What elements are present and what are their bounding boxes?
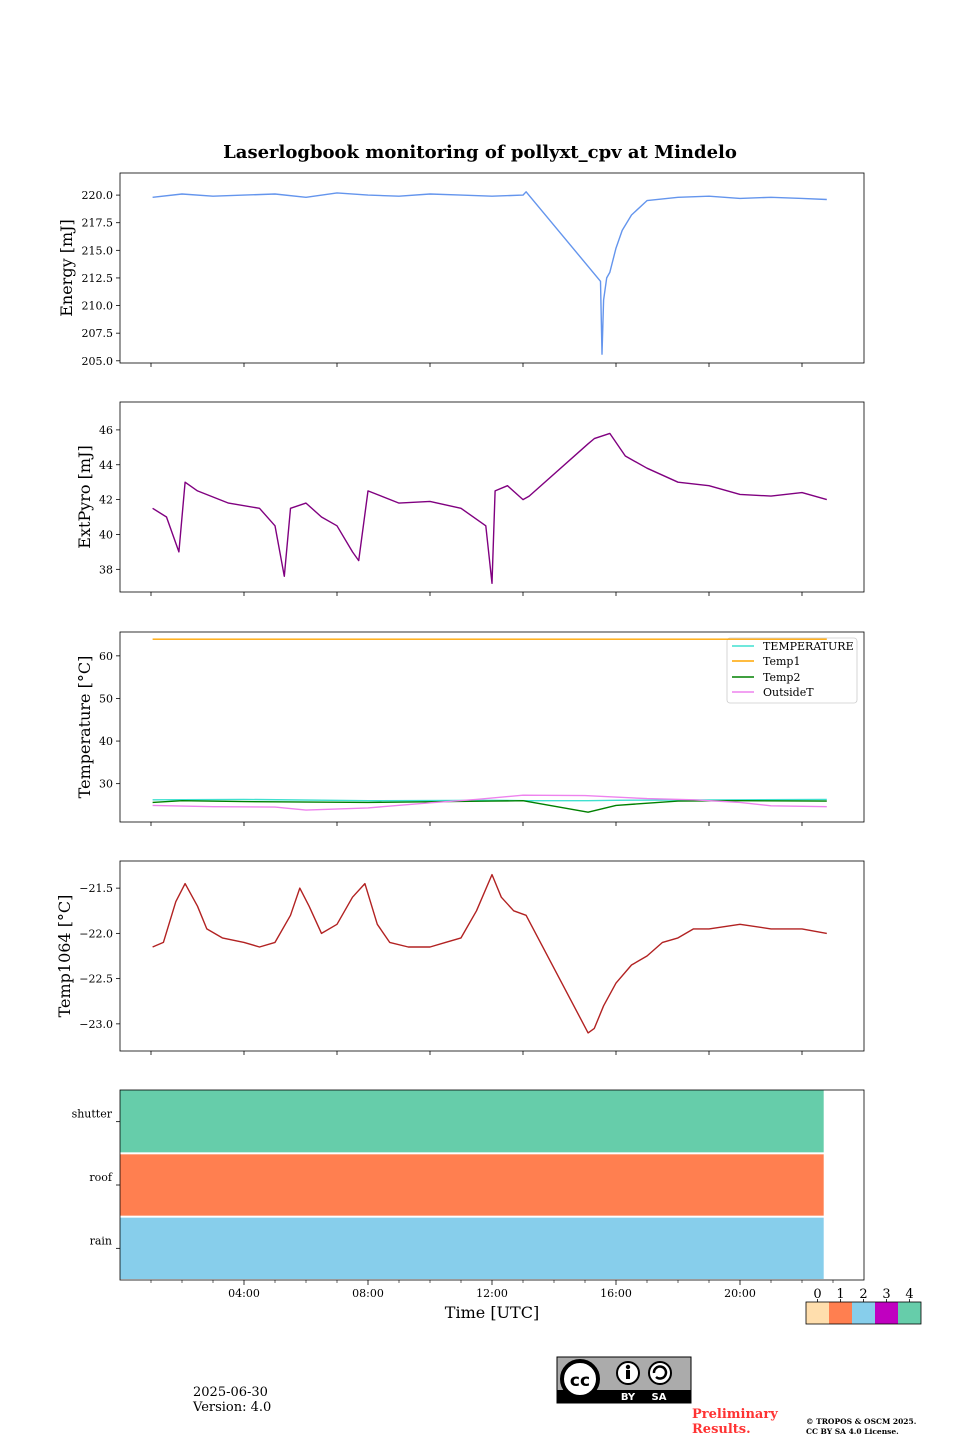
temperature-ytick-label: 40 xyxy=(99,735,113,748)
energy-ytick-label: 217.5 xyxy=(82,217,114,230)
energy-ytick-label: 212.5 xyxy=(82,272,114,285)
temperature-ytick-label: 30 xyxy=(99,778,113,791)
status-row-label: shutter xyxy=(72,1108,113,1121)
status-xtick-label: 04:00 xyxy=(228,1287,260,1300)
energy-ytick-label: 205.0 xyxy=(82,355,114,368)
energy-ytick-label: 220.0 xyxy=(82,189,114,202)
temp1064-ytick-label: −23.0 xyxy=(79,1018,113,1031)
cc-license-badge: cc BY SA xyxy=(556,1356,692,1404)
status-xtick-label: 16:00 xyxy=(600,1287,632,1300)
energy-ytick-label: 207.5 xyxy=(82,327,114,340)
figure-title: Laserlogbook monitoring of pollyxt_cpv a… xyxy=(223,142,737,163)
extpyro-ytick-label: 42 xyxy=(99,494,113,507)
copyright-line-1: © TROPOS & OSCM 2025. xyxy=(806,1417,916,1426)
temperature-legend: TEMPERATURE Temp1 Temp2 OutsideT xyxy=(726,637,858,704)
temperature-ytick-label: 50 xyxy=(99,692,113,705)
energy-ytick-label: 210.0 xyxy=(82,300,114,313)
energy-series-line-0 xyxy=(152,191,827,355)
temperature-ylabel: Temperature [°C] xyxy=(75,656,94,799)
badge-by-label: BY xyxy=(621,1392,636,1403)
footer-version: Version: 4.0 xyxy=(192,1400,271,1415)
sa-recycle-arrow xyxy=(652,1365,668,1380)
status-bar-roof xyxy=(120,1154,824,1216)
footer: 2025-06-30 Version: 4.0 cc BY SA Prelimi… xyxy=(192,1356,916,1437)
by-person-body xyxy=(626,1370,630,1379)
by-person-head xyxy=(625,1364,631,1370)
extpyro-ytick-label: 40 xyxy=(99,528,113,541)
legend-label-temperature: TEMPERATURE xyxy=(763,640,854,653)
temp1064-plot-frame xyxy=(119,860,865,1052)
preliminary-label-1: Preliminary xyxy=(692,1407,778,1422)
status-row-label: rain xyxy=(90,1234,112,1247)
extpyro-ytick-label: 38 xyxy=(99,563,113,576)
status-row-label: roof xyxy=(89,1171,113,1184)
colorbar-cell-0 xyxy=(806,1302,829,1324)
status-xtick-label: 12:00 xyxy=(476,1287,508,1300)
colorbar-tick-label: 2 xyxy=(859,1287,867,1302)
cc-logo-text: cc xyxy=(570,1371,590,1391)
colorbar-frame xyxy=(805,1301,922,1325)
status-bar-rain xyxy=(120,1217,824,1279)
colorbar-cell-3 xyxy=(875,1302,898,1324)
legend-box xyxy=(726,637,858,704)
legend-label-temp1: Temp1 xyxy=(763,655,800,668)
temp1064-ytick-label: −21.5 xyxy=(79,882,113,895)
colorbar-tick-label: 0 xyxy=(813,1287,821,1302)
colorbar-cell-1 xyxy=(829,1302,852,1324)
extpyro-ylabel: ExtPyro [mJ] xyxy=(75,445,94,548)
temperature-ytick-label: 60 xyxy=(99,650,113,663)
status-panel: Time [UTC] shutter roof rain 04:00 08:00 12:0… xyxy=(72,1089,865,1322)
temp1064-panel: Temp1064 [°C] −23.0 −22.5 −22.0 −21.5 xyxy=(55,860,865,1055)
temp1064-ylabel: Temp1064 [°C] xyxy=(55,895,74,1018)
extpyro-panel: ExtPyro [mJ] 38 40 42 44 46 xyxy=(75,401,865,596)
legend-label-temp2: Temp2 xyxy=(763,671,800,684)
cc-logo-icon xyxy=(560,1359,600,1399)
energy-plot-frame xyxy=(119,172,865,364)
temperature-panel: Temperature [°C] TEMPERATURE Temp1 Temp2… xyxy=(75,631,865,826)
extpyro-ytick-label: 46 xyxy=(99,424,113,437)
temp1064-ytick-label: −22.0 xyxy=(79,927,113,940)
colorbar-tick-label: 3 xyxy=(882,1287,890,1302)
energy-panel: Energy [mJ] 205.0 207.5 210.0 212.5 215.0 217… xyxy=(57,172,865,368)
temperature-series-line-2 xyxy=(152,800,827,813)
colorbar-cell-2 xyxy=(852,1302,875,1324)
legend-label-outsidet: OutsideT xyxy=(763,686,814,699)
status-bar-shutter xyxy=(120,1090,824,1153)
status-xtick-label: 20:00 xyxy=(724,1287,756,1300)
status-xtick-label: 08:00 xyxy=(352,1287,384,1300)
preliminary-label-2: Results. xyxy=(692,1422,751,1437)
colorbar-cell-4 xyxy=(898,1302,921,1324)
extpyro-ytick-label: 44 xyxy=(99,459,113,472)
colorbar-tick-label: 4 xyxy=(905,1287,913,1302)
energy-ytick-label: 215.0 xyxy=(82,244,114,257)
temperature-plot-frame xyxy=(119,631,865,823)
energy-ylabel: Energy [mJ] xyxy=(57,219,76,317)
time-xlabel: Time [UTC] xyxy=(445,1303,539,1322)
temp1064-series-line-0 xyxy=(152,873,827,1034)
temp1064-ytick-label: −22.5 xyxy=(79,973,113,986)
colorbar-tick-label: 1 xyxy=(836,1287,844,1302)
footer-date: 2025-06-30 xyxy=(193,1385,268,1400)
extpyro-plot-frame xyxy=(119,401,865,593)
badge-sa-label: SA xyxy=(652,1392,667,1403)
sa-recycle-icon xyxy=(648,1361,672,1385)
copyright-line-2: CC BY SA 4.0 License. xyxy=(806,1427,899,1436)
temperature-series-line-3 xyxy=(152,794,827,811)
extpyro-series-line-0 xyxy=(152,432,827,584)
